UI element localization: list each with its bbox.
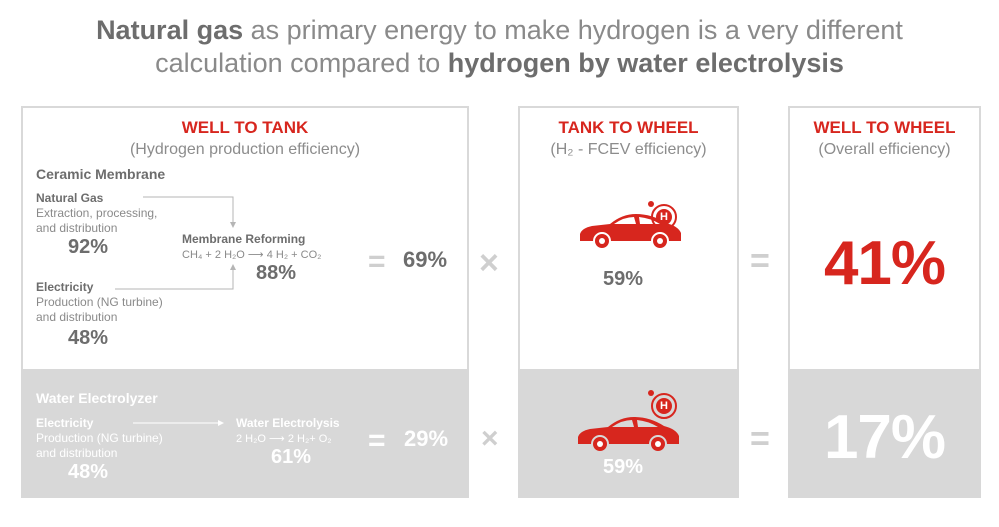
electricity-desc-ceramic-line-2: and distribution — [36, 310, 118, 324]
well-to-wheel-pct-bottom: 17% — [823, 403, 946, 472]
ceramic-result-pct: 69% — [403, 247, 448, 272]
well-to-tank-heading: WELL TO TANK — [181, 118, 309, 137]
water-electrolysis-equation: 2 H₂O ⟶ 2 H₂+ O₂ — [236, 433, 332, 445]
hydrogen-badge-icon-bottom: H — [648, 390, 677, 419]
well-to-wheel-pct-top: 41% — [823, 229, 946, 298]
water-electrolysis-label: Water Electrolysis — [236, 416, 340, 430]
title-bold-2: hydrogen by water electrolysis — [447, 48, 844, 78]
multiply-sign-bottom: × — [481, 422, 499, 455]
ceramic-equals-sign: = — [368, 245, 386, 278]
title-bold-1: Natural gas — [96, 15, 244, 45]
well-to-wheel-subheading: (Overall efficiency) — [818, 141, 951, 158]
page-title: Natural gas as primary energy to make hy… — [0, 14, 999, 80]
well-to-tank-panel: WELL TO TANK (Hydrogen production effici… — [21, 106, 469, 498]
electricity-pct-ceramic: 48% — [68, 327, 109, 349]
ceramic-connectors — [115, 196, 236, 290]
water-electrolyzer-title: Water Electrolyzer — [36, 390, 158, 406]
natural-gas-desc: Extraction, processing, and distribution — [36, 206, 157, 236]
electricity-desc-electrolyzer-line-2: and distribution — [36, 446, 118, 460]
ceramic-membrane-title: Ceramic Membrane — [36, 166, 166, 182]
well-to-wheel-header: WELL TO WHEEL (Overall efficiency) — [790, 118, 979, 160]
water-electrolyzer-section: Water Electrolyzer Electricity Productio… — [21, 369, 469, 498]
membrane-reforming-equation: CH₄ + 2 H₂O ⟶ 4 H₂ + CO₂ — [182, 249, 322, 261]
membrane-reforming-label: Membrane Reforming — [182, 232, 306, 246]
well-to-tank-subheading: (Hydrogen production efficiency) — [129, 141, 361, 158]
title-text-2: calculation compared to — [155, 48, 448, 78]
equals-sign-top: = — [750, 242, 770, 280]
electricity-pct-electrolyzer: 48% — [68, 461, 109, 483]
tank-to-wheel-heading: TANK TO WHEEL — [558, 118, 699, 137]
well-to-tank-header: WELL TO TANK (Hydrogen production effici… — [23, 118, 467, 160]
electrolyzer-arrow — [133, 420, 224, 426]
multiply-sign-top: × — [479, 244, 499, 282]
tank-to-wheel-header: TANK TO WHEEL (H₂ - FCEV efficiency) — [520, 118, 737, 160]
electricity-desc-ceramic: Production (NG turbine) and distribution — [36, 295, 163, 325]
hydrogen-badge-letter-top: H — [656, 209, 672, 225]
electrolyzer-result-pct: 29% — [404, 426, 449, 451]
well-to-wheel-panel: WELL TO WHEEL (Overall efficiency) 41% 1… — [788, 106, 981, 498]
electricity-desc-electrolyzer-line-1: Production (NG turbine) — [36, 431, 163, 445]
tank-to-wheel-lower-section: H 59% — [518, 369, 739, 498]
equals-sign-bottom: = — [750, 420, 770, 458]
natural-gas-label: Natural Gas — [36, 191, 104, 205]
tank-to-wheel-subheading: (H₂ - FCEV efficiency) — [550, 141, 707, 158]
hydrogen-badge-letter-bottom: H — [656, 398, 672, 414]
hydrogen-badge-icon-top: H — [648, 201, 677, 230]
tank-to-wheel-panel: TANK TO WHEEL (H₂ - FCEV efficiency) H 5… — [518, 106, 739, 498]
natural-gas-desc-line-1: Extraction, processing, — [36, 206, 158, 220]
fcev-car-icon-bottom — [578, 417, 679, 453]
tank-to-wheel-pct-bottom: 59% — [603, 456, 644, 478]
membrane-reforming-pct: 88% — [256, 262, 297, 284]
water-electrolysis-pct: 61% — [271, 446, 312, 468]
natural-gas-desc-line-2: and distribution — [36, 221, 118, 235]
electricity-desc-electrolyzer: Production (NG turbine) and distribution — [36, 431, 163, 461]
tank-to-wheel-pct-top: 59% — [603, 268, 644, 290]
well-to-wheel-lower-section: 17% — [788, 369, 981, 498]
electricity-label-ceramic: Electricity — [36, 280, 94, 294]
electricity-label-electrolyzer: Electricity — [36, 416, 94, 430]
well-to-wheel-heading: WELL TO WHEEL — [813, 118, 956, 137]
electrolyzer-equals-sign: = — [368, 424, 386, 457]
title-text-1: as primary energy to make hydrogen is a … — [243, 15, 903, 45]
electricity-desc-ceramic-line-1: Production (NG turbine) — [36, 295, 163, 309]
natural-gas-pct: 92% — [68, 236, 109, 258]
